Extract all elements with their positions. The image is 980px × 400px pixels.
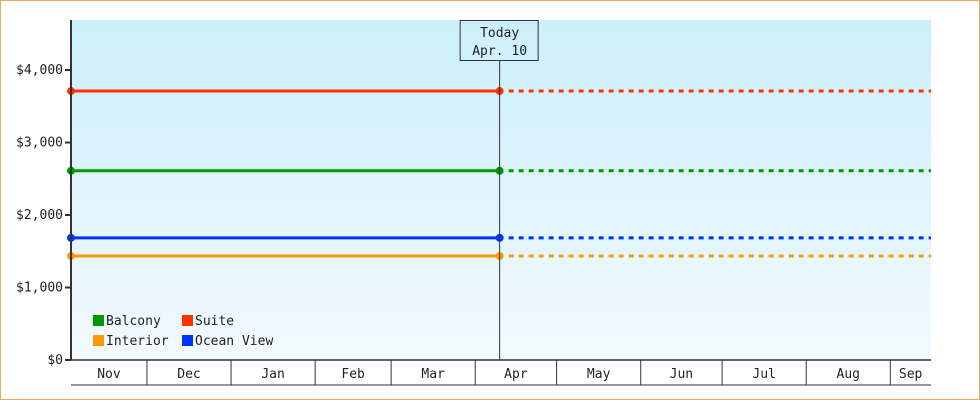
legend-swatch xyxy=(182,335,193,346)
y-tick-label: $4,000 xyxy=(16,63,63,78)
legend-item: Suite xyxy=(182,314,234,329)
legend-label: Suite xyxy=(195,314,234,329)
x-tick-label: Nov xyxy=(97,367,121,382)
x-tick-label: Feb xyxy=(341,367,365,382)
x-tick-label: Jan xyxy=(261,367,284,382)
x-tick-label: Mar xyxy=(421,367,445,382)
x-tick-label: Sep xyxy=(899,367,923,382)
x-tick-label: Dec xyxy=(177,367,200,382)
series-ocean-view xyxy=(67,233,931,242)
x-tick-label: Apr xyxy=(504,367,528,382)
legend-item: Ocean View xyxy=(182,334,273,349)
y-tick-label: $3,000 xyxy=(16,136,63,151)
plot-area xyxy=(71,20,931,360)
legend-item: Interior xyxy=(93,334,169,349)
x-tick-label: Jul xyxy=(752,367,775,382)
today-label: Today xyxy=(480,26,519,41)
x-tick-label: Aug xyxy=(837,367,860,382)
legend-item: Balcony xyxy=(93,314,161,329)
legend-swatch xyxy=(93,315,104,326)
x-tick-label: Jun xyxy=(670,367,693,382)
series-suite xyxy=(67,87,931,96)
legend-label: Ocean View xyxy=(195,334,273,349)
legend-label: Balcony xyxy=(106,314,161,329)
series-interior xyxy=(67,251,931,260)
legend-label: Interior xyxy=(106,334,169,349)
x-tick-label: May xyxy=(587,367,611,382)
legend-swatch xyxy=(182,315,193,326)
legend-swatch xyxy=(93,335,104,346)
today-date-label: Apr. 10 xyxy=(472,44,527,59)
y-tick-label: $1,000 xyxy=(16,281,63,296)
today-label-box xyxy=(459,20,539,61)
y-tick-label: $2,000 xyxy=(16,208,63,223)
y-tick-label: $0 xyxy=(47,353,63,368)
